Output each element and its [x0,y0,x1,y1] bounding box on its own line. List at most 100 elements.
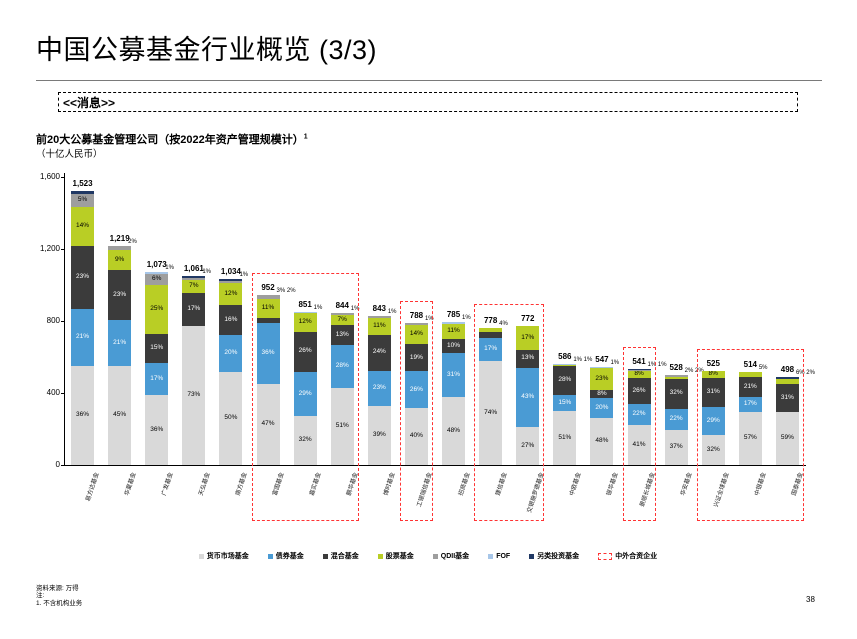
bar-segment-混合基金: 10% [442,339,466,354]
bar-segment-债券基金: 36% [256,322,280,385]
bar-segment-股票基金 [775,378,799,385]
legend-swatch-icon [432,553,438,559]
page-number: 38 [806,595,815,604]
legend-swatch-icon [488,553,494,559]
bar-segment-债券基金: 22% [664,408,688,430]
stacked-bar: 48% 31% 10% 11% [442,322,466,465]
stacked-bar: 36% 21% 23% 14% 5% [71,190,95,465]
bar-segment-货币市场基金: 40% [404,408,428,465]
stacked-bar: 32% 29% 26% 12% [293,311,317,465]
bar-segment-债券基金: 17% [479,337,503,362]
title-divider [36,80,822,81]
bar-segment-货币市场基金: 48% [590,417,614,465]
legend-label: FOF [496,552,511,560]
x-axis-category-label: 华夏基金 [124,471,138,497]
bar-callout-label: 1% [239,271,249,278]
x-axis-category-label: 银华基金 [606,471,620,497]
bar-segment-货币市场基金: 37% [664,429,688,465]
bar-segment-货币市场基金: 73% [182,325,206,465]
y-axis-tick-label: 800 [46,316,60,325]
source-note: 资料来源: 万得 [36,585,79,592]
x-axis-category-label: 博时基金 [383,471,397,497]
bar-segment-货币市场基金: 51% [553,411,577,465]
bar-segment-QDII基金 [404,323,428,325]
bar-segment-债券基金: 43% [516,367,540,428]
bar-segment-股票基金: 17% [516,326,540,350]
bar-callout-label: 2% 2% [684,367,704,374]
bar-callout-label: 1% [165,264,174,271]
stacked-bar: 73% 17% 7% [182,275,206,465]
message-box: <<消息>> [58,92,798,112]
bar-total-label: 525 [706,358,720,368]
bar-segment-混合基金: 23% [71,245,95,309]
footer: 资料来源: 万得 注: 1. 不含机构业务 [36,585,82,607]
x-axis-category-label: 南方基金 [235,471,249,497]
bar-segment-债券基金: 28% [330,344,354,388]
x-axis-category-label: 招商基金 [457,471,472,497]
bar-segment-另类投资基金 [71,190,95,194]
bar-segment-债券基金: 21% [71,308,95,367]
bar-segment-另类投资基金 [219,278,243,281]
y-axis-tick-mark [61,465,64,466]
bar-callout-label: 1% [462,315,471,322]
y-axis-tick-mark [61,177,64,178]
legend-swatch-icon [529,553,535,559]
bar-segment-QDII基金: 5% [71,193,95,208]
legend-label: 货币市场基金 [206,553,249,560]
bar-segment-货币市场基金: 36% [145,395,169,465]
bar-segment-混合基金: 15% [145,333,169,363]
bar-total-label: 952 [261,283,275,293]
bar-segment-债券基金: 23% [367,370,391,406]
bar-segment-股票基金 [738,372,762,378]
legend-label: 另类投资基金 [537,553,580,560]
bar-segment-FOF [145,271,169,274]
bar-callout-label: 3% 2% [276,288,296,295]
bar-total-label: 547 [595,354,609,364]
chart-title-text: 前20大公募基金管理公司（按2022年资产管理规模计） [36,134,304,146]
joint-venture-highlight-box [622,346,656,521]
legend-swatch-icon [198,553,204,559]
stacked-bar: 57% 17% 21% [738,372,762,465]
bar-segment-货币市场基金: 36% [71,366,95,465]
stacked-bar: 59% 31% [775,377,799,465]
bar-segment-股票基金: 14% [404,324,428,345]
bar-segment-股票基金: 9% [108,249,132,270]
bar-total-label: 541 [632,356,646,366]
bar-total-label: 1,523 [72,178,93,188]
bar-segment-股票基金: 8% [701,370,725,379]
bar-callout-label: 1% [387,309,397,316]
bar-segment-股票基金: 14% [71,207,95,246]
bar-segment-混合基金: 28% [553,365,577,396]
bar-segment-混合基金: 21% [738,377,762,397]
legend-label: 股票基金 [385,553,414,560]
chart-title: 前20大公募基金管理公司（按2022年资产管理规模计）1 [36,131,308,147]
bar-segment-混合基金: 8% [590,390,614,399]
bar-segment-债券基金: 29% [701,407,725,435]
y-axis-tick-label: 1,600 [39,172,60,181]
legend-item: QDII基金 [432,551,469,561]
y-axis-tick-label: 400 [46,388,60,397]
bar-segment-QDII基金 [664,374,688,377]
bar-segment-货币市场基金: 41% [627,425,651,465]
joint-venture-highlight-box [251,273,359,521]
stacked-bar: 41% 22% 26% 8% [627,368,651,465]
bar-segment-另类投资基金 [182,275,206,278]
y-axis-tick-mark [61,249,64,250]
bar-segment-混合基金: 23% [108,269,132,321]
stacked-bar: 39% 23% 24% 11% [367,316,391,465]
bar-callout-label: 1% 1% [647,361,667,368]
stacked-bar: 74% 17% [479,327,503,465]
bar-segment-股票基金: 11% [367,317,391,335]
chart-legend: 货币市场基金 债券基金 混合基金 股票基金 QDII基金 FOF 另类投资基金 中外合资企业 [48,551,808,561]
bar-segment-股票基金: 12% [219,282,243,305]
bar-segment-FOF [590,366,614,368]
y-axis-tick-label: 0 [55,460,60,469]
stacked-bar: 37% 22% 32% [664,374,688,465]
bar-segment-QDII基金 [330,313,354,315]
legend-item: 债券基金 [267,551,304,561]
bar-segment-QDII基金 [256,295,280,299]
stacked-bar: 40% 26% 19% 14% [404,323,428,465]
bar-segment-混合基金: 13% [330,325,354,345]
bar-segment-债券基金: 26% [404,371,428,409]
bar-segment-混合基金: 16% [219,304,243,335]
